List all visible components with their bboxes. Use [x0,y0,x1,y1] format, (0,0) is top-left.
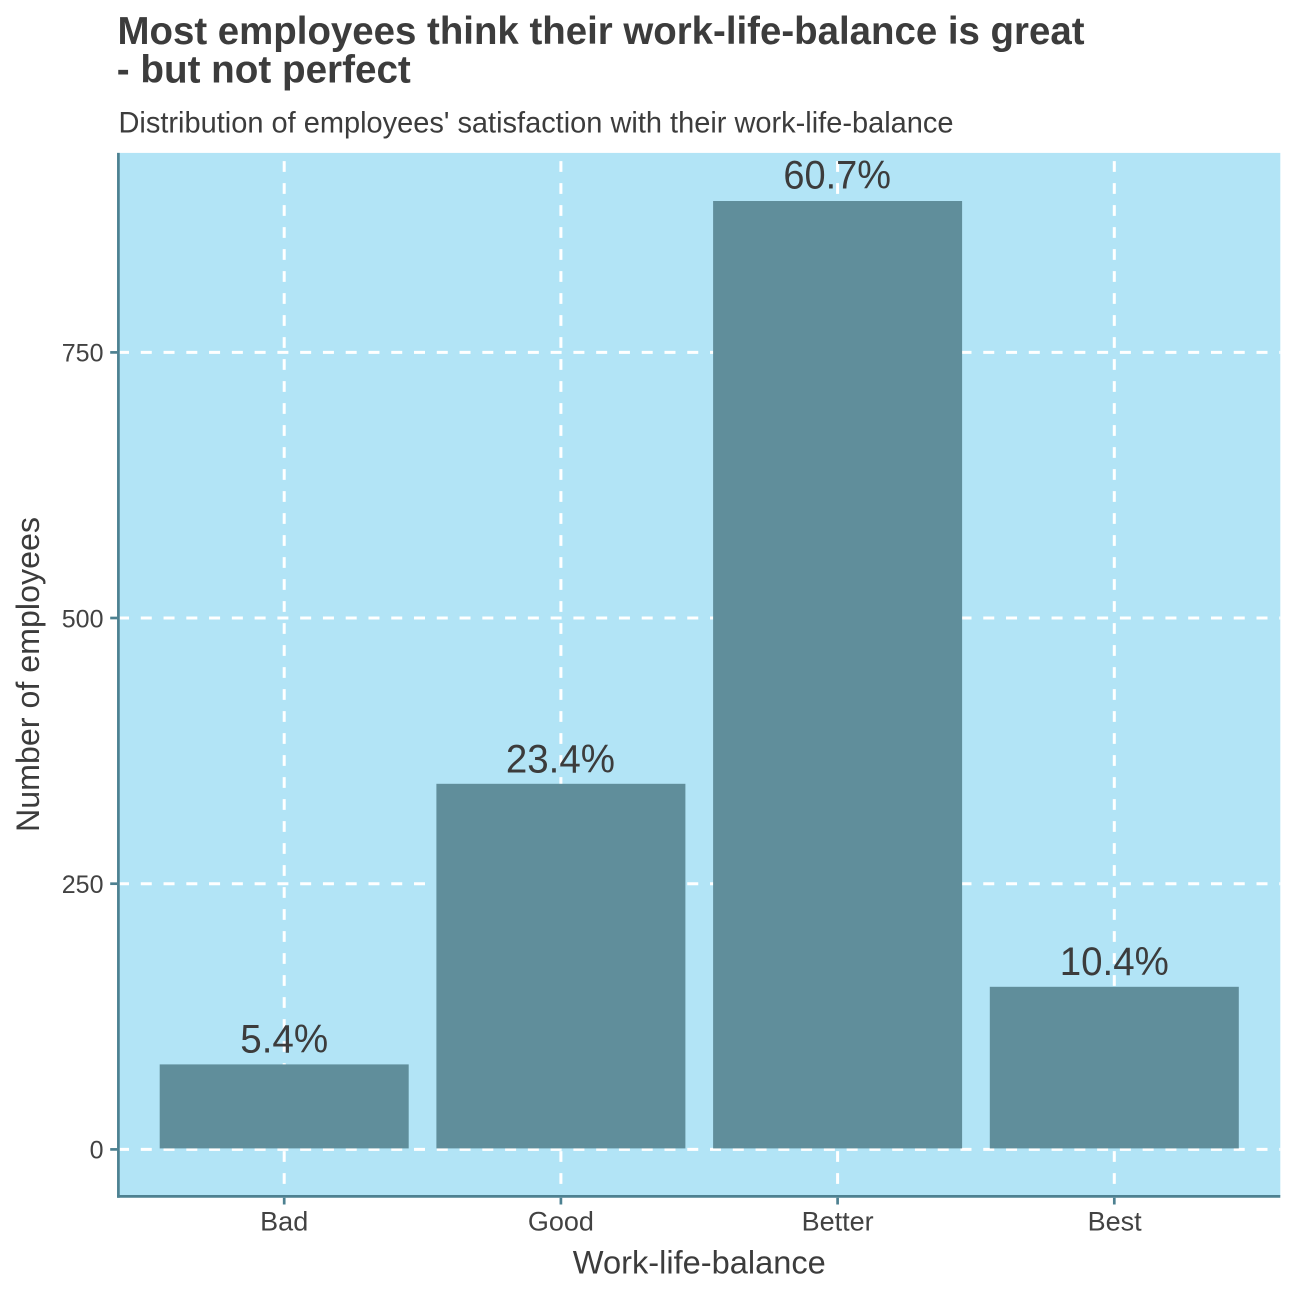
svg-text:Distribution of employees' sat: Distribution of employees' satisfaction … [119,106,954,139]
svg-text:500: 500 [62,605,104,633]
svg-text:- but not perfect: - but not perfect [117,48,411,91]
svg-text:Better: Better [802,1207,874,1237]
svg-text:10.4%: 10.4% [1060,940,1169,984]
svg-text:Good: Good [528,1207,594,1237]
svg-text:250: 250 [62,871,104,899]
svg-text:750: 750 [62,340,104,368]
svg-text:Best: Best [1088,1207,1143,1237]
svg-text:Most employees think their wor: Most employees think their work-life-bal… [118,10,1085,53]
svg-text:Work-life-balance: Work-life-balance [573,1245,826,1281]
svg-text:60.7%: 60.7% [783,154,891,198]
svg-text:Number of employees: Number of employees [10,517,46,832]
svg-text:5.4%: 5.4% [240,1018,328,1062]
svg-text:23.4%: 23.4% [506,738,615,782]
svg-text:Bad: Bad [260,1207,308,1237]
svg-text:0: 0 [90,1137,104,1165]
